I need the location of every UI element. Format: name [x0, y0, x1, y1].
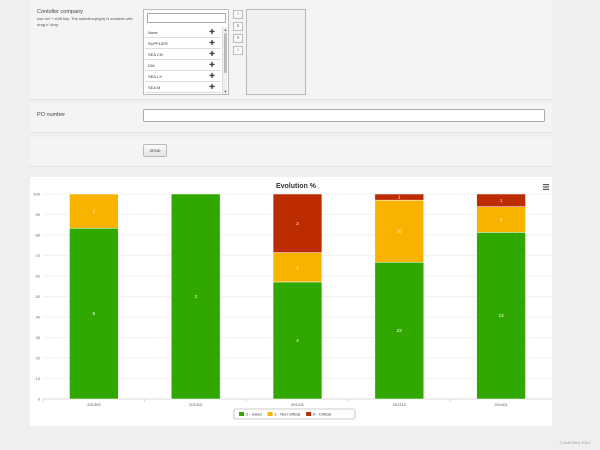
x-tick-label: 201309 [87, 402, 101, 407]
data-label: 1 [93, 209, 96, 214]
bar-segment[interactable] [374, 199, 424, 263]
plus-icon[interactable]: ✚ [209, 84, 215, 91]
scroll-down-icon[interactable]: ▼ [223, 89, 228, 94]
hamburger-menu-icon[interactable] [543, 184, 549, 190]
data-label: 10 [397, 229, 403, 234]
move-right-button[interactable]: › [233, 10, 243, 19]
y-tick-label: 30 [36, 335, 41, 340]
bar-segment[interactable] [69, 193, 119, 229]
legend-swatch[interactable] [306, 412, 312, 416]
scroll-up-icon[interactable]: ▲ [223, 27, 228, 32]
y-tick-label: 50 [36, 294, 41, 299]
data-label: 2 [500, 217, 503, 222]
data-label: 1 [398, 195, 401, 200]
data-label: 2 [296, 221, 299, 226]
list-item[interactable]: SEA M ✚ [145, 82, 221, 93]
y-tick-label: 10 [36, 376, 41, 381]
list-item-label: SEA LX [148, 74, 162, 79]
data-label: 1 [296, 265, 299, 270]
y-tick-label: 20 [36, 356, 41, 361]
list-item[interactable]: DIA ✚ [145, 60, 221, 71]
company-items: None ✚ SUPPLIER ✚ SEA CN ✚ DIA ✚ SEA LX ✚ SEA… [145, 27, 221, 94]
legend-item[interactable]: 2 - Good [246, 412, 262, 417]
data-label: 4 [296, 338, 299, 343]
company-field-row: Contoller company use ctrl + shift key. … [30, 0, 552, 100]
legend-item[interactable]: 1 - Non critical [275, 412, 301, 417]
data-label: 22 [397, 328, 403, 333]
list-scrollbar[interactable]: ▲ ▼ [222, 27, 227, 94]
data-label: 13 [499, 313, 505, 318]
legend-item[interactable]: 0 - Critical [313, 412, 331, 417]
y-tick-label: 70 [36, 253, 41, 258]
bar-segment[interactable] [476, 232, 526, 400]
data-label: 5 [93, 311, 96, 316]
scroll-thumb[interactable] [224, 33, 227, 73]
plus-icon[interactable]: ✚ [209, 40, 215, 47]
plus-icon[interactable]: ✚ [209, 62, 215, 69]
chart-title: Evolution % [276, 183, 317, 190]
y-tick-label: 100 [33, 192, 40, 197]
x-tick-label: 201401 [494, 402, 508, 407]
y-tick-label: 0 [38, 397, 41, 402]
company-label: Contoller company [37, 9, 83, 15]
bar-segment[interactable] [476, 206, 526, 233]
company-hint: use ctrl + shift key. The selection(righ… [37, 16, 133, 27]
list-item[interactable]: None ✚ [145, 27, 221, 38]
bar-segment[interactable] [374, 262, 424, 400]
plus-icon[interactable]: ✚ [209, 51, 215, 58]
list-item[interactable]: SEA CN ✚ [145, 49, 221, 60]
po-number-input[interactable] [143, 109, 545, 122]
company-source-list: None ✚ SUPPLIER ✚ SEA CN ✚ DIA ✚ SEA LX ✚ SEA… [143, 9, 229, 95]
company-selected-list[interactable] [246, 9, 306, 95]
company-search-input[interactable] [147, 13, 226, 23]
legend-box [233, 408, 356, 420]
bar-segment[interactable] [374, 193, 424, 201]
x-tick-label: 201311 [291, 402, 305, 407]
y-tick-label: 60 [36, 274, 41, 279]
list-item-label: DIA [148, 63, 155, 68]
data-label: 1 [500, 198, 503, 203]
send-row: SEND [30, 137, 552, 167]
bar-segment[interactable] [171, 193, 221, 400]
list-item-label: SEA CN [148, 52, 163, 57]
po-label: PO number [37, 112, 66, 118]
y-tick-label: 80 [36, 233, 41, 238]
bar-segment[interactable] [272, 193, 323, 253]
list-item[interactable]: SUPPLIER ✚ [145, 38, 221, 49]
legend-swatch[interactable] [267, 412, 273, 416]
data-label: 2 [194, 294, 197, 299]
y-tick-label: 90 [36, 212, 41, 217]
x-tick-label: 201310 [189, 402, 203, 407]
move-all-left-button[interactable]: « [233, 34, 243, 43]
bar-segment[interactable] [476, 193, 526, 207]
plus-icon[interactable]: ✚ [209, 73, 215, 80]
y-tick-label: 40 [36, 315, 41, 320]
list-item[interactable]: SEA LX ✚ [145, 71, 221, 82]
list-item-label: None [148, 30, 158, 35]
legend-swatch[interactable] [239, 412, 244, 416]
list-item-label: SEA M [148, 85, 161, 90]
po-field-row: PO number [30, 103, 552, 133]
x-tick-label: 201312 [393, 402, 407, 407]
list-item-label: SUPPLIER [148, 41, 168, 46]
footer-copyright: © Axill Web 2014 [559, 440, 590, 445]
move-left-button[interactable]: ‹ [233, 46, 243, 55]
send-button[interactable]: SEND [143, 144, 167, 157]
move-all-right-button[interactable]: » [233, 22, 243, 31]
bar-segment[interactable] [69, 227, 119, 400]
plus-icon[interactable]: ✚ [209, 29, 215, 36]
